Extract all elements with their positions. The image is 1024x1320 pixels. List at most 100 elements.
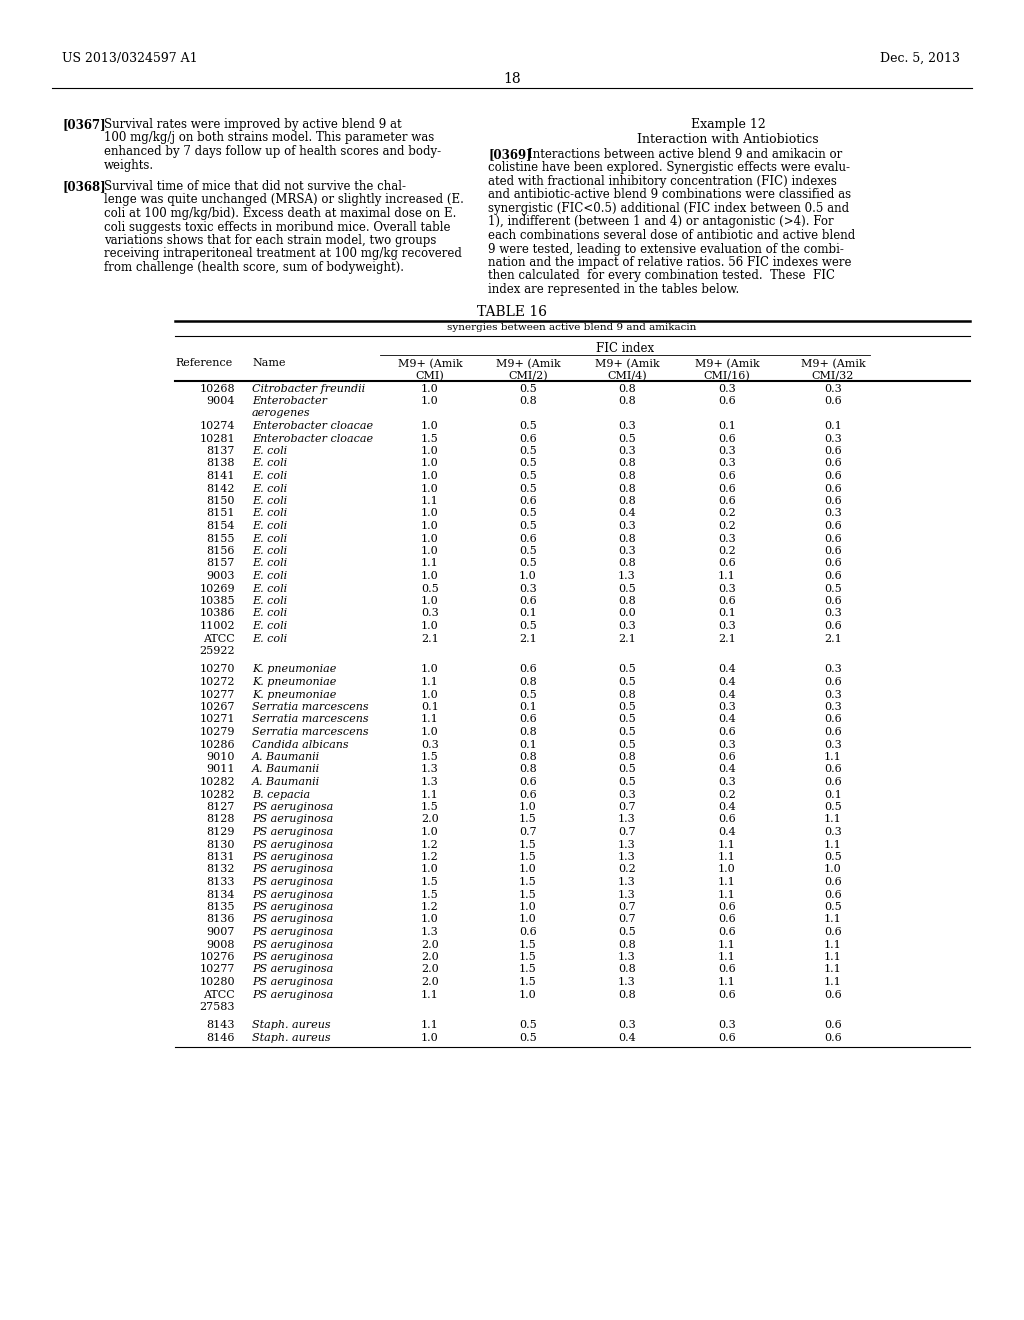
Text: 0.3: 0.3 — [824, 508, 842, 519]
Text: 0.3: 0.3 — [718, 739, 736, 750]
Text: 1.1: 1.1 — [824, 915, 842, 924]
Text: 8143: 8143 — [207, 1020, 234, 1031]
Text: and antibiotic-active blend 9 combinations were classified as: and antibiotic-active blend 9 combinatio… — [488, 189, 851, 202]
Text: 0.8: 0.8 — [519, 396, 537, 407]
Text: 27583: 27583 — [200, 1002, 234, 1012]
Text: 1.1: 1.1 — [421, 990, 439, 999]
Text: 10271: 10271 — [200, 714, 234, 725]
Text: enhanced by 7 days follow up of health scores and body-: enhanced by 7 days follow up of health s… — [104, 145, 441, 158]
Text: 0.5: 0.5 — [519, 508, 537, 519]
Text: 0.5: 0.5 — [519, 521, 537, 531]
Text: 1.0: 1.0 — [824, 865, 842, 874]
Text: Survival rates were improved by active blend 9 at: Survival rates were improved by active b… — [104, 117, 401, 131]
Text: synergies between active blend 9 and amikacin: synergies between active blend 9 and ami… — [447, 323, 696, 333]
Text: Candida albicans: Candida albicans — [252, 739, 348, 750]
Text: 9008: 9008 — [207, 940, 234, 949]
Text: 0.6: 0.6 — [824, 727, 842, 737]
Text: CMI): CMI) — [416, 371, 444, 380]
Text: 0.8: 0.8 — [519, 752, 537, 762]
Text: 0.2: 0.2 — [718, 508, 736, 519]
Text: 0.5: 0.5 — [519, 458, 537, 469]
Text: 1.3: 1.3 — [421, 927, 439, 937]
Text: 1.1: 1.1 — [718, 876, 736, 887]
Text: 0.1: 0.1 — [519, 702, 537, 711]
Text: aerogenes: aerogenes — [252, 408, 310, 418]
Text: 1.0: 1.0 — [421, 521, 439, 531]
Text: 1.3: 1.3 — [618, 977, 636, 987]
Text: 0.5: 0.5 — [618, 777, 636, 787]
Text: 0.4: 0.4 — [718, 714, 736, 725]
Text: 0.6: 0.6 — [824, 533, 842, 544]
Text: 0.8: 0.8 — [618, 471, 636, 480]
Text: 0.5: 0.5 — [618, 433, 636, 444]
Text: 0.3: 0.3 — [618, 1020, 636, 1031]
Text: 0.6: 0.6 — [718, 990, 736, 999]
Text: 8156: 8156 — [207, 546, 234, 556]
Text: 8128: 8128 — [207, 814, 234, 825]
Text: 1.0: 1.0 — [421, 572, 439, 581]
Text: PS aeruginosa: PS aeruginosa — [252, 803, 333, 812]
Text: 0.8: 0.8 — [618, 965, 636, 974]
Text: 0.5: 0.5 — [519, 483, 537, 494]
Text: 2.1: 2.1 — [421, 634, 439, 644]
Text: Survival time of mice that did not survive the chal-: Survival time of mice that did not survi… — [104, 180, 406, 193]
Text: 1.3: 1.3 — [618, 876, 636, 887]
Text: 1.3: 1.3 — [421, 764, 439, 775]
Text: 0.6: 0.6 — [718, 814, 736, 825]
Text: 0.3: 0.3 — [718, 777, 736, 787]
Text: 0.6: 0.6 — [824, 777, 842, 787]
Text: 9011: 9011 — [207, 764, 234, 775]
Text: 1.1: 1.1 — [421, 789, 439, 800]
Text: Citrobacter freundii: Citrobacter freundii — [252, 384, 366, 393]
Text: 1.5: 1.5 — [421, 433, 439, 444]
Text: index are represented in the tables below.: index are represented in the tables belo… — [488, 282, 739, 296]
Text: 1.3: 1.3 — [421, 777, 439, 787]
Text: TABLE 16: TABLE 16 — [477, 305, 547, 318]
Text: 10386: 10386 — [200, 609, 234, 619]
Text: [0369]: [0369] — [488, 148, 531, 161]
Text: 0.1: 0.1 — [718, 609, 736, 619]
Text: 1.1: 1.1 — [718, 840, 736, 850]
Text: 0.1: 0.1 — [718, 421, 736, 432]
Text: 1.0: 1.0 — [421, 727, 439, 737]
Text: 0.6: 0.6 — [824, 521, 842, 531]
Text: 1.3: 1.3 — [618, 572, 636, 581]
Text: E. coli: E. coli — [252, 546, 287, 556]
Text: 2.0: 2.0 — [421, 965, 439, 974]
Text: 0.5: 0.5 — [519, 446, 537, 455]
Text: 0.1: 0.1 — [519, 609, 537, 619]
Text: 2.0: 2.0 — [421, 940, 439, 949]
Text: 0.3: 0.3 — [824, 828, 842, 837]
Text: 1.5: 1.5 — [519, 840, 537, 850]
Text: 2.1: 2.1 — [618, 634, 636, 644]
Text: 1.0: 1.0 — [421, 471, 439, 480]
Text: 1), indifferent (between 1 and 4) or antagonistic (>4). For: 1), indifferent (between 1 and 4) or ant… — [488, 215, 834, 228]
Text: M9+ (Amik: M9+ (Amik — [595, 359, 659, 368]
Text: 2.0: 2.0 — [421, 977, 439, 987]
Text: 1.0: 1.0 — [421, 421, 439, 432]
Text: 0.3: 0.3 — [718, 458, 736, 469]
Text: 0.2: 0.2 — [618, 865, 636, 874]
Text: 0.1: 0.1 — [824, 789, 842, 800]
Text: 25922: 25922 — [200, 645, 234, 656]
Text: 10269: 10269 — [200, 583, 234, 594]
Text: 1.0: 1.0 — [421, 620, 439, 631]
Text: 0.3: 0.3 — [824, 384, 842, 393]
Text: 0.3: 0.3 — [718, 533, 736, 544]
Text: 0.5: 0.5 — [519, 558, 537, 569]
Text: 0.6: 0.6 — [824, 927, 842, 937]
Text: CMI/4): CMI/4) — [607, 371, 647, 380]
Text: 0.5: 0.5 — [519, 471, 537, 480]
Text: Enterobacter cloacae: Enterobacter cloacae — [252, 421, 373, 432]
Text: 10385: 10385 — [200, 597, 234, 606]
Text: A. Baumanii: A. Baumanii — [252, 777, 321, 787]
Text: 0.3: 0.3 — [618, 421, 636, 432]
Text: 0.8: 0.8 — [618, 558, 636, 569]
Text: then calculated  for every combination tested.  These  FIC: then calculated for every combination te… — [488, 269, 835, 282]
Text: E. coli: E. coli — [252, 521, 287, 531]
Text: 1.1: 1.1 — [421, 496, 439, 506]
Text: from challenge (health score, sum of bodyweight).: from challenge (health score, sum of bod… — [104, 261, 404, 275]
Text: 1.1: 1.1 — [718, 977, 736, 987]
Text: 0.6: 0.6 — [824, 458, 842, 469]
Text: 0.6: 0.6 — [824, 990, 842, 999]
